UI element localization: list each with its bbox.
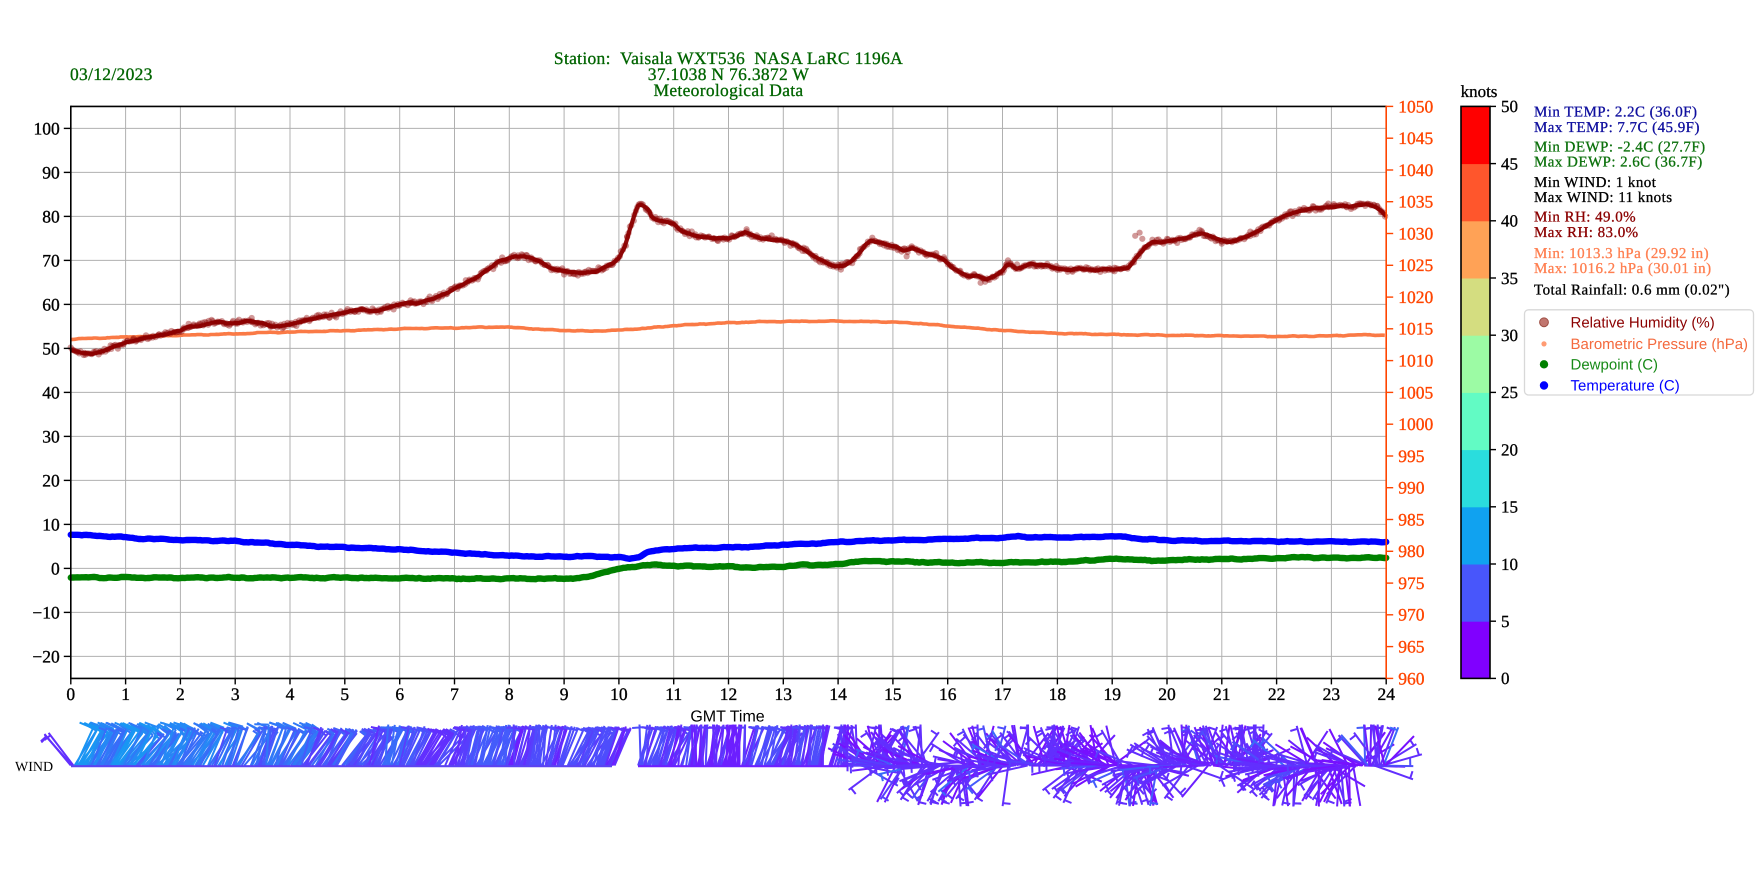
svg-text:90: 90 (42, 162, 60, 182)
svg-text:965: 965 (1398, 637, 1425, 657)
svg-text:14: 14 (829, 684, 847, 704)
svg-text:Total Rainfall: 0.6 mm (0.02"): Total Rainfall: 0.6 mm (0.02") (1534, 283, 1730, 299)
svg-text:4: 4 (286, 684, 295, 704)
svg-text:40: 40 (1501, 212, 1518, 231)
svg-text:1020: 1020 (1398, 287, 1433, 307)
svg-text:22: 22 (1268, 684, 1286, 704)
svg-text:7: 7 (450, 684, 459, 704)
svg-text:8: 8 (505, 684, 514, 704)
svg-text:1035: 1035 (1398, 192, 1433, 212)
svg-text:975: 975 (1398, 573, 1425, 593)
svg-text:3: 3 (231, 684, 240, 704)
svg-text:23: 23 (1323, 684, 1341, 704)
svg-text:12: 12 (720, 684, 738, 704)
svg-text:40: 40 (42, 382, 60, 402)
svg-text:1: 1 (121, 684, 130, 704)
svg-text:Dewpoint (C): Dewpoint (C) (1571, 356, 1659, 373)
svg-text:1010: 1010 (1398, 351, 1433, 371)
svg-text:Station: Vaisala WXT536 NASA: Station: Vaisala WXT536 NASA LaRC 1196A (554, 48, 903, 68)
svg-text:20: 20 (1158, 684, 1176, 704)
svg-text:9: 9 (560, 684, 569, 704)
svg-text:WIND: WIND (15, 760, 53, 775)
svg-text:03/12/2023: 03/12/2023 (70, 64, 153, 84)
svg-text:Max RH: 83.0%: Max RH: 83.0% (1534, 225, 1639, 241)
svg-text:24: 24 (1377, 684, 1395, 704)
svg-text:20: 20 (42, 470, 60, 490)
svg-text:19: 19 (1103, 684, 1121, 704)
svg-text:10: 10 (42, 514, 60, 534)
svg-text:Min WIND: 1 knot: Min WIND: 1 knot (1534, 175, 1657, 191)
svg-text:60: 60 (42, 294, 60, 314)
svg-text:1030: 1030 (1398, 223, 1433, 243)
svg-text:11: 11 (665, 684, 682, 704)
svg-text:15: 15 (884, 684, 902, 704)
svg-text:5: 5 (1501, 612, 1510, 631)
svg-text:5: 5 (340, 684, 349, 704)
svg-text:10: 10 (1501, 555, 1518, 574)
svg-text:50: 50 (1501, 97, 1518, 116)
svg-text:1025: 1025 (1398, 255, 1433, 275)
svg-text:100: 100 (34, 118, 61, 138)
svg-text:Meteorological Data: Meteorological Data (653, 80, 803, 100)
svg-text:knots: knots (1461, 82, 1498, 101)
svg-text:Min RH: 49.0%: Min RH: 49.0% (1534, 210, 1636, 226)
svg-text:0: 0 (66, 684, 75, 704)
svg-text:995: 995 (1398, 446, 1425, 466)
svg-text:6: 6 (395, 684, 404, 704)
svg-text:30: 30 (42, 426, 60, 446)
svg-text:35: 35 (1501, 269, 1518, 288)
svg-text:1045: 1045 (1398, 128, 1433, 148)
svg-text:Min DEWP: -2.4C (27.7F): Min DEWP: -2.4C (27.7F) (1534, 140, 1706, 156)
svg-text:45: 45 (1501, 154, 1518, 173)
svg-text:Min TEMP: 2.2C (36.0F): Min TEMP: 2.2C (36.0F) (1534, 105, 1697, 121)
svg-text:2: 2 (176, 684, 185, 704)
svg-text:17: 17 (994, 684, 1012, 704)
svg-text:Max TEMP: 7.7C (45.9F): Max TEMP: 7.7C (45.9F) (1534, 120, 1700, 136)
svg-text:70: 70 (42, 250, 60, 270)
svg-text:1015: 1015 (1398, 319, 1433, 339)
svg-text:10: 10 (610, 684, 628, 704)
svg-text:Max WIND: 11 knots: Max WIND: 11 knots (1534, 190, 1673, 206)
svg-text:−20: −20 (32, 646, 60, 666)
svg-text:37.1038 N 76.3872 W: 37.1038 N 76.3872 W (648, 64, 810, 84)
svg-text:990: 990 (1398, 478, 1425, 498)
svg-text:25: 25 (1501, 383, 1518, 402)
svg-text:−10: −10 (32, 602, 60, 622)
svg-text:50: 50 (42, 338, 60, 358)
svg-text:985: 985 (1398, 509, 1425, 529)
svg-text:0: 0 (51, 558, 60, 578)
svg-text:1005: 1005 (1398, 382, 1433, 402)
svg-text:21: 21 (1213, 684, 1231, 704)
svg-text:Temperature (C): Temperature (C) (1571, 378, 1680, 395)
svg-text:30: 30 (1501, 326, 1518, 345)
svg-text:Min: 1013.3 hPa (29.92 in): Min: 1013.3 hPa (29.92 in) (1534, 246, 1709, 262)
svg-text:16: 16 (939, 684, 957, 704)
svg-text:13: 13 (775, 684, 793, 704)
svg-text:980: 980 (1398, 541, 1425, 561)
svg-text:Relative Humidity (%): Relative Humidity (%) (1571, 314, 1715, 331)
svg-text:Max: 1016.2 hPa (30.01 in): Max: 1016.2 hPa (30.01 in) (1534, 261, 1712, 277)
svg-text:Barometric Pressure (hPa): Barometric Pressure (hPa) (1571, 336, 1749, 353)
svg-text:1040: 1040 (1398, 160, 1433, 180)
svg-text:18: 18 (1049, 684, 1067, 704)
svg-text:80: 80 (42, 206, 60, 226)
svg-text:970: 970 (1398, 605, 1425, 625)
svg-text:Max DEWP: 2.6C (36.7F): Max DEWP: 2.6C (36.7F) (1534, 155, 1703, 171)
svg-text:15: 15 (1501, 498, 1518, 517)
svg-text:1050: 1050 (1398, 96, 1433, 116)
svg-text:1000: 1000 (1398, 414, 1433, 434)
svg-text:GMT Time: GMT Time (690, 709, 764, 726)
svg-text:960: 960 (1398, 668, 1425, 688)
svg-text:0: 0 (1501, 669, 1510, 688)
svg-text:20: 20 (1501, 440, 1518, 459)
